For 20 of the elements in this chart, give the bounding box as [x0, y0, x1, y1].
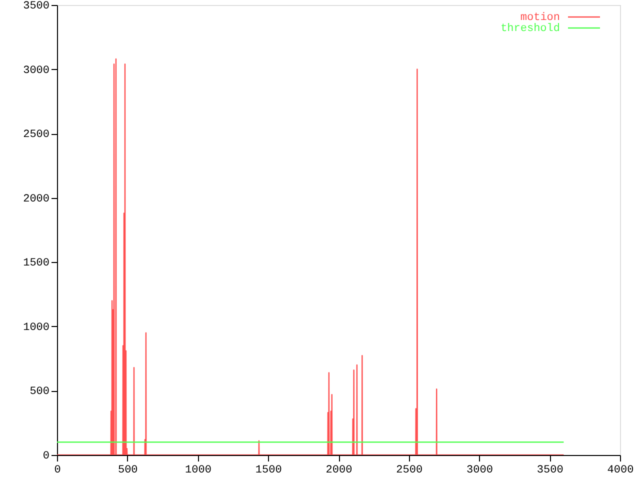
x-tick-label: 1000	[185, 464, 212, 476]
y-tick-label: 3500	[23, 0, 50, 12]
y-tick-label: 1000	[23, 322, 50, 334]
line-series	[57, 58, 564, 455]
y-tick-label: 1500	[23, 258, 50, 270]
y-tick-label: 3000	[23, 64, 50, 77]
y-tick-label: 2000	[23, 193, 50, 206]
x-tick-label: 500	[118, 464, 138, 476]
x-tick-label: 2500	[396, 464, 423, 476]
x-tick-label: 2000	[326, 464, 352, 476]
x-tick-label: 4000	[607, 464, 634, 476]
legend-label: motion	[520, 12, 560, 24]
y-tick-label: 2500	[23, 129, 50, 142]
x-tick-label: 3000	[466, 464, 493, 476]
x-tick-label: 1500	[255, 464, 282, 476]
y-tick-label: 0	[42, 450, 50, 462]
x-tick-label: 0	[54, 464, 61, 476]
x-tick-label: 3500	[536, 464, 564, 476]
y-tick-label: 500	[30, 386, 50, 398]
legend-label: threshold	[500, 23, 560, 35]
